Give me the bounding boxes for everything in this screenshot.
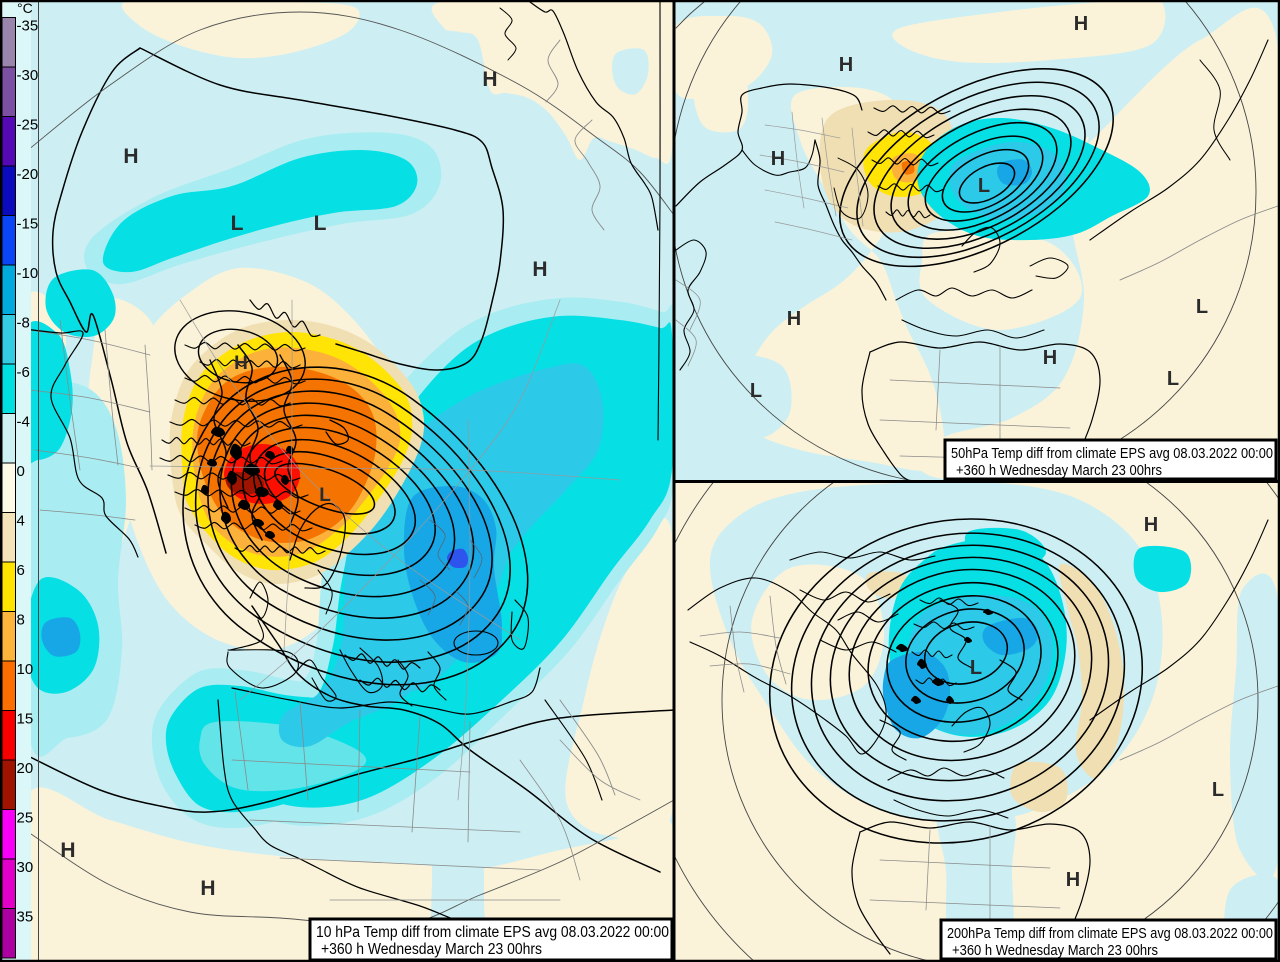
svg-text:L: L — [319, 485, 331, 506]
svg-text:10 hPa Temp diff from climate: 10 hPa Temp diff from climate EPS avg 08… — [316, 924, 669, 941]
svg-text:+360 h Wednesday March 23 00hr: +360 h Wednesday March 23 00hrs — [956, 463, 1162, 479]
svg-text:+360 h Wednesday March 23 00hr: +360 h Wednesday March 23 00hrs — [952, 943, 1158, 959]
svg-text:L: L — [1167, 368, 1179, 390]
svg-text:H: H — [787, 308, 801, 330]
svg-text:6: 6 — [17, 562, 25, 579]
svg-text:4: 4 — [17, 513, 25, 530]
svg-text:H: H — [234, 353, 248, 374]
svg-text:H: H — [1144, 514, 1158, 536]
svg-text:+360 h Wednesday March 23 00hr: +360 h Wednesday March 23 00hrs — [321, 941, 542, 958]
svg-text:H: H — [839, 54, 853, 76]
svg-text:L: L — [978, 175, 990, 197]
svg-text:L: L — [750, 380, 762, 402]
svg-text:L: L — [314, 212, 327, 235]
svg-text:H: H — [1074, 13, 1088, 35]
svg-text:H: H — [1066, 869, 1080, 891]
svg-text:0: 0 — [17, 463, 25, 480]
svg-text:L: L — [970, 657, 982, 679]
svg-text:-6: -6 — [17, 364, 30, 381]
svg-text:-35: -35 — [17, 18, 39, 35]
svg-text:-15: -15 — [17, 216, 39, 233]
svg-text:H: H — [123, 145, 138, 168]
svg-text:H: H — [60, 839, 75, 862]
svg-text:L: L — [231, 212, 244, 235]
svg-text:20: 20 — [17, 760, 34, 777]
svg-text:-25: -25 — [17, 117, 39, 134]
svg-text:H: H — [482, 68, 497, 91]
svg-text:8: 8 — [17, 612, 25, 629]
svg-text:10: 10 — [17, 661, 34, 678]
svg-text:L: L — [1196, 296, 1208, 318]
svg-text:35: 35 — [17, 909, 34, 926]
svg-text:-4: -4 — [17, 414, 30, 431]
svg-text:-30: -30 — [17, 67, 39, 84]
svg-text:200hPa Temp diff from climate: 200hPa Temp diff from climate EPS avg 08… — [947, 926, 1273, 942]
svg-text:H: H — [771, 148, 785, 170]
svg-text:-8: -8 — [17, 315, 30, 332]
svg-text:25: 25 — [17, 810, 34, 827]
svg-text:50hPa Temp diff from climate E: 50hPa Temp diff from climate EPS avg 08.… — [951, 446, 1273, 462]
svg-text:30: 30 — [17, 859, 34, 876]
svg-text:°C: °C — [17, 0, 33, 16]
svg-text:H: H — [532, 258, 547, 281]
svg-text:H: H — [200, 877, 215, 900]
svg-text:15: 15 — [17, 711, 34, 728]
svg-text:H: H — [1043, 347, 1057, 369]
svg-text:L: L — [1212, 779, 1224, 801]
svg-text:-20: -20 — [17, 166, 39, 183]
svg-text:-10: -10 — [17, 265, 39, 282]
